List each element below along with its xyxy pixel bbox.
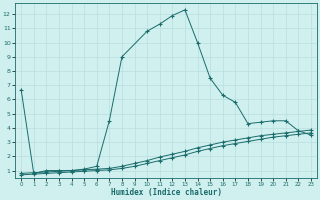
X-axis label: Humidex (Indice chaleur): Humidex (Indice chaleur) xyxy=(110,188,221,197)
